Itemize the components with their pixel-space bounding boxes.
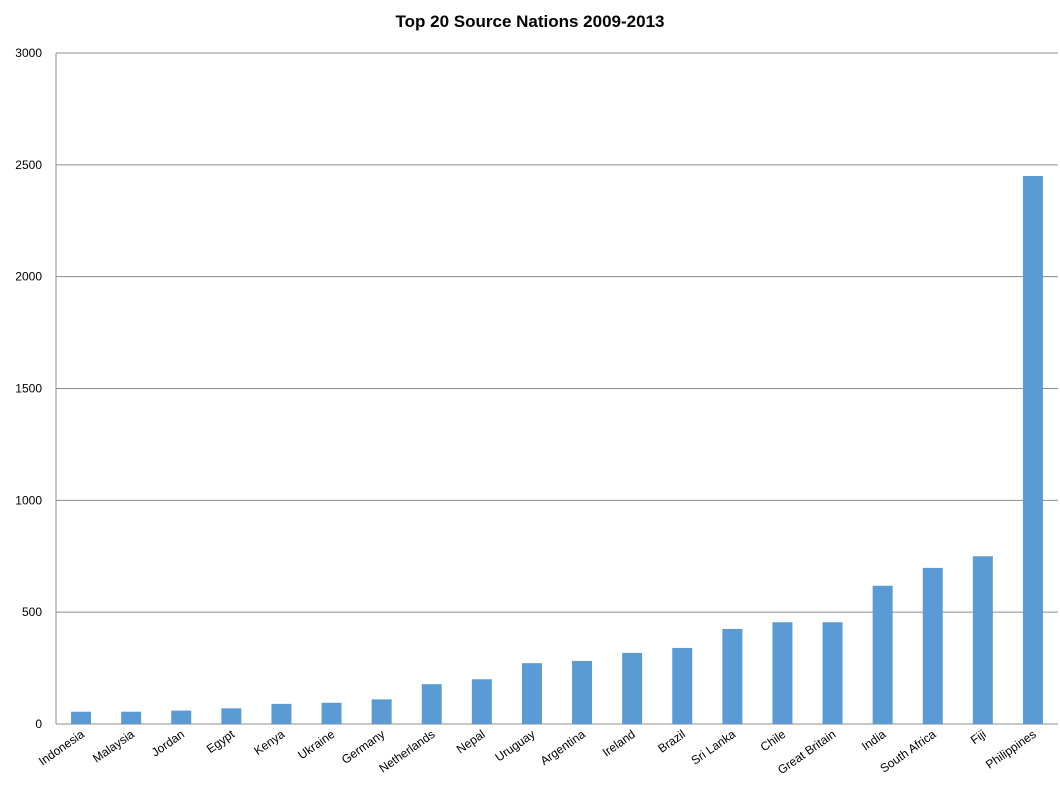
y-tick-label: 1500 xyxy=(15,382,42,396)
x-category-label: Sri Lanka xyxy=(689,727,739,768)
bars xyxy=(71,176,1043,724)
y-tick-label: 0 xyxy=(35,717,42,731)
bar-uruguay xyxy=(521,663,542,724)
y-tick-label: 1000 xyxy=(15,493,42,507)
bar-chile xyxy=(772,622,793,724)
bar-brazil xyxy=(672,647,693,724)
x-category-label: Kenya xyxy=(251,727,287,758)
x-category-label: Indonesia xyxy=(36,727,87,769)
x-category-label: India xyxy=(859,727,889,754)
x-category-label: Nepal xyxy=(454,727,488,756)
x-category-label: Uruguay xyxy=(492,727,537,764)
x-category-label: Netherlands xyxy=(376,727,437,776)
y-tick-label: 2500 xyxy=(15,158,42,172)
bar-egypt xyxy=(221,708,242,724)
y-tick-label: 500 xyxy=(22,605,42,619)
x-category-label: South Africa xyxy=(877,727,938,776)
bar-netherlands xyxy=(421,684,442,724)
x-category-label: Philippines xyxy=(983,727,1039,772)
x-category-label: Chile xyxy=(758,727,789,754)
bar-ireland xyxy=(622,652,643,724)
x-category-label: Egypt xyxy=(204,727,238,756)
bar-kenya xyxy=(271,703,292,724)
x-category-label: Malaysia xyxy=(90,727,137,766)
x-category-label: Ukraine xyxy=(295,727,337,762)
bar-ukraine xyxy=(321,702,342,724)
x-category-label: Brazil xyxy=(655,727,688,756)
bar-malaysia xyxy=(121,711,142,724)
x-category-label: Jordan xyxy=(149,727,187,760)
bar-fiji xyxy=(972,556,993,724)
bar-nepal xyxy=(471,679,492,724)
bar-india xyxy=(872,585,893,724)
y-tick-label: 2000 xyxy=(15,270,42,284)
x-category-label: Fiji xyxy=(968,727,989,747)
category-labels: Indonesia Malaysia Jordan Egypt Kenya Ukraine… xyxy=(36,727,1039,777)
x-category-label: Argentina xyxy=(538,727,588,768)
bar-great-britain xyxy=(822,622,843,724)
x-category-label: Ireland xyxy=(600,727,638,760)
y-tick-labels: 0 500 1000 1500 2000 2500 3000 xyxy=(15,46,42,731)
bar-argentina xyxy=(572,660,593,724)
bar-germany xyxy=(371,699,392,724)
chart-title: Top 20 Source Nations 2009-2013 xyxy=(396,12,665,31)
y-tick-label: 3000 xyxy=(15,46,42,60)
bar-south-africa xyxy=(922,567,943,724)
bar-philippines xyxy=(1022,176,1043,724)
bar-jordan xyxy=(171,710,192,724)
bar-sri-lanka xyxy=(722,628,743,724)
gridlines xyxy=(56,52,1058,613)
bar-indonesia xyxy=(71,711,92,724)
